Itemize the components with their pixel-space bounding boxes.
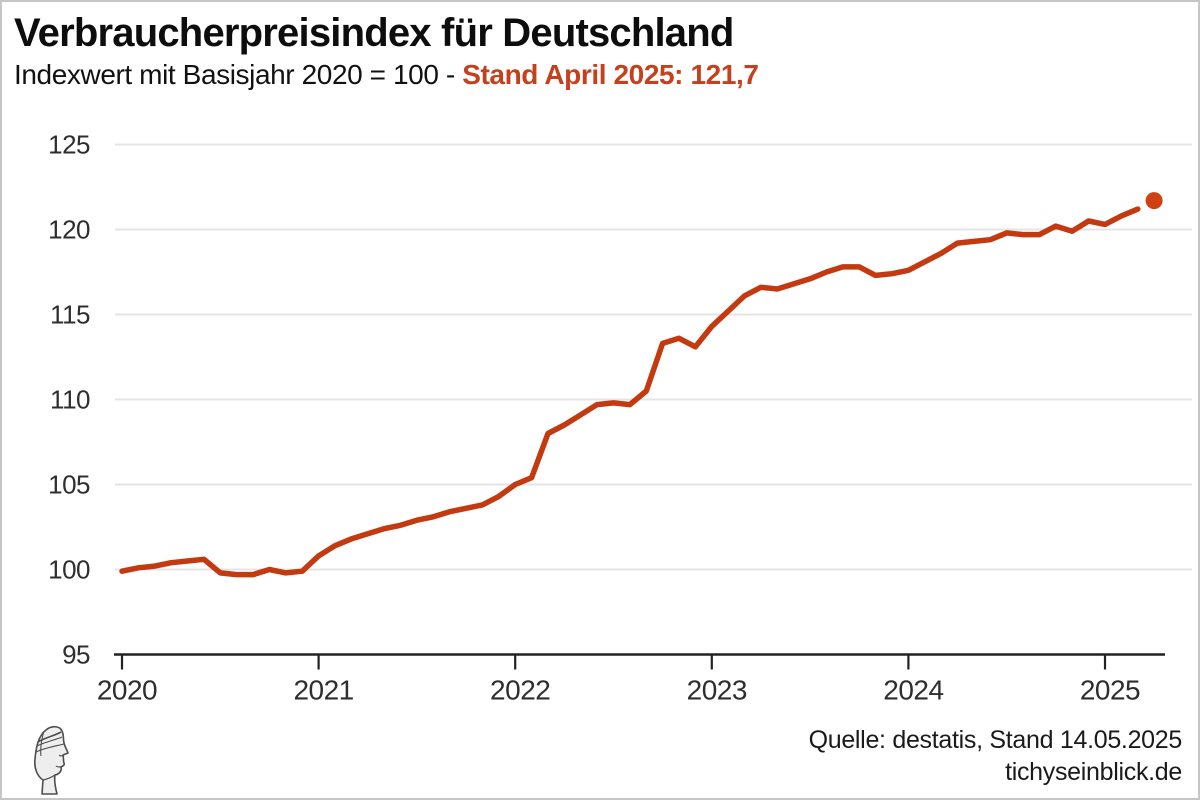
y-tick-label-110: 110 bbox=[50, 385, 90, 415]
y-tick-label-120: 120 bbox=[48, 215, 90, 245]
cpi-series-line bbox=[119, 206, 1141, 578]
chart-header: Verbraucherpreisindex für Deutschland In… bbox=[14, 10, 1194, 92]
tichys-einblick-logo bbox=[22, 722, 82, 798]
x-tick-label-2025: 2025 bbox=[1080, 675, 1140, 706]
chart-subtitle: Indexwert mit Basisjahr 2020 = 100 - Sta… bbox=[14, 58, 1194, 92]
y-tick-label-125: 125 bbox=[48, 130, 90, 160]
source-line: Quelle: destatis, Stand 14.05.2025 bbox=[808, 726, 1183, 754]
page-title: Verbraucherpreisindex für Deutschland bbox=[14, 11, 734, 55]
y-tick-label-115: 115 bbox=[50, 300, 90, 330]
subtitle-current-value: Stand April 2025: 121,7 bbox=[462, 59, 759, 90]
y-tick-label-100: 100 bbox=[48, 555, 90, 585]
x-tick-label-2021: 2021 bbox=[293, 675, 353, 706]
latest-value-dot bbox=[1145, 192, 1163, 210]
x-tick-label-2022: 2022 bbox=[490, 675, 550, 706]
source-note: Quelle: destatis, Stand 14.05.2025 tichy… bbox=[808, 724, 1183, 788]
x-tick-label-2024: 2024 bbox=[883, 675, 943, 706]
y-tick-label-95: 95 bbox=[62, 640, 90, 670]
subtitle-text: Indexwert mit Basisjahr 2020 = 100 - bbox=[14, 59, 463, 90]
y-tick-label-105: 105 bbox=[48, 470, 90, 500]
x-tick-label-2020: 2020 bbox=[97, 675, 157, 706]
x-tick-label-2023: 2023 bbox=[687, 675, 747, 706]
site-link: tichyseinblick.de bbox=[1005, 758, 1182, 786]
